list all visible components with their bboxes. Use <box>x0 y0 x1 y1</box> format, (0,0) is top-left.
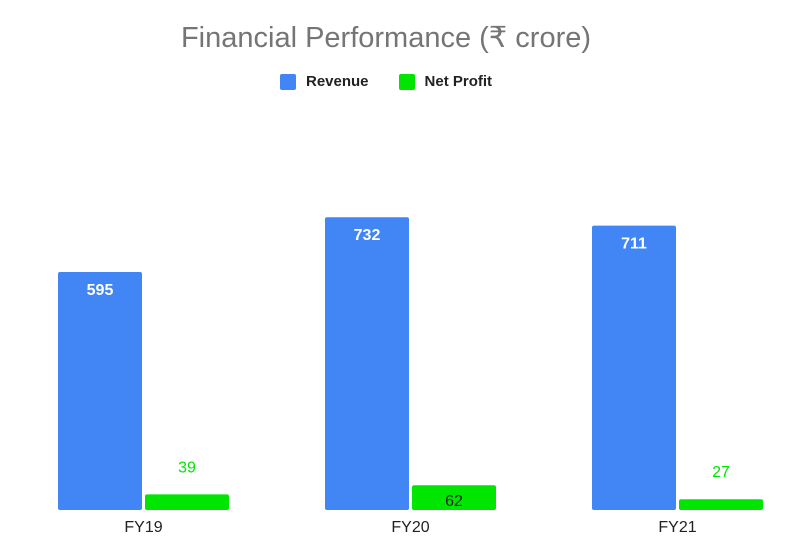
chart-title: Financial Performance (₹ crore) <box>180 22 592 54</box>
chart-legend: Revenue Net Profit <box>0 73 772 90</box>
legend-item-revenue[interactable]: Revenue <box>279 73 369 90</box>
bar-net-profit-fy20 <box>412 485 496 510</box>
bar-net-profit-fy19 <box>145 494 229 510</box>
x-tick-label-fy21: FY21 <box>658 519 696 536</box>
data-label-revenue-fy21: 711 <box>621 236 647 253</box>
x-tick-label-fy20: FY20 <box>391 519 429 536</box>
legend-swatch-revenue <box>279 73 296 90</box>
x-tick-label-fy19: FY19 <box>124 519 162 536</box>
data-label-net-profit-fy21: 27 <box>712 464 730 481</box>
data-label-net-profit-fy19: 39 <box>178 459 196 476</box>
legend-label-revenue: Revenue <box>305 73 369 90</box>
bar-net-profit-fy21 <box>679 499 763 510</box>
legend-label-net-profit: Net Profit <box>424 73 493 90</box>
legend-swatch-net-profit <box>398 73 415 90</box>
data-label-net-profit-fy20: 62 <box>445 493 463 510</box>
bar-revenue-fy19 <box>58 272 142 510</box>
bar-revenue-fy21 <box>592 225 676 510</box>
bar-revenue-fy20 <box>325 217 409 510</box>
legend-item-net-profit[interactable]: Net Profit <box>398 73 493 90</box>
data-label-revenue-fy20: 732 <box>354 227 381 244</box>
data-label-revenue-fy19: 595 <box>87 282 114 299</box>
